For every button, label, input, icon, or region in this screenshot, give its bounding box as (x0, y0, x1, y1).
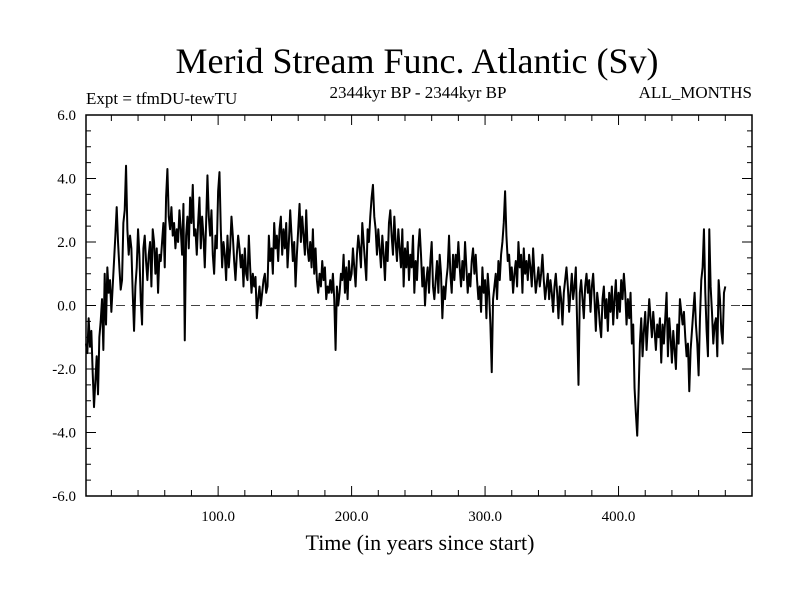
x-tick-label: 300.0 (468, 509, 502, 525)
subtitle-period: 2344kyr BP - 2344kyr BP (330, 83, 507, 102)
y-tick-label: 4.0 (57, 172, 76, 188)
x-axis: 100.0 200.0 300.0 400.0 (110, 115, 726, 525)
x-tick-label: 200.0 (335, 509, 369, 525)
y-tick-label: 6.0 (57, 108, 76, 124)
series-line (85, 164, 727, 437)
subtitle-experiment: Expt = tfmDU-tewTU (86, 89, 237, 108)
y-tick-label: -6.0 (52, 489, 76, 505)
y-tick-label: -2.0 (52, 362, 76, 378)
subtitle-months: ALL_MONTHS (639, 83, 752, 102)
x-tick-label: 400.0 (602, 509, 636, 525)
y-tick-label: 0.0 (57, 299, 76, 315)
x-axis-label: Time (in years since start) (306, 530, 535, 555)
y-tick-label: 2.0 (57, 235, 76, 251)
y-axis: -6.0 -4.0 -2.0 0.0 2.0 4.0 6.0 (52, 108, 752, 505)
chart-title: Merid Stream Func. Atlantic (Sv) (176, 41, 659, 81)
x-tick-label: 100.0 (201, 509, 235, 525)
y-tick-label: -4.0 (52, 426, 76, 442)
